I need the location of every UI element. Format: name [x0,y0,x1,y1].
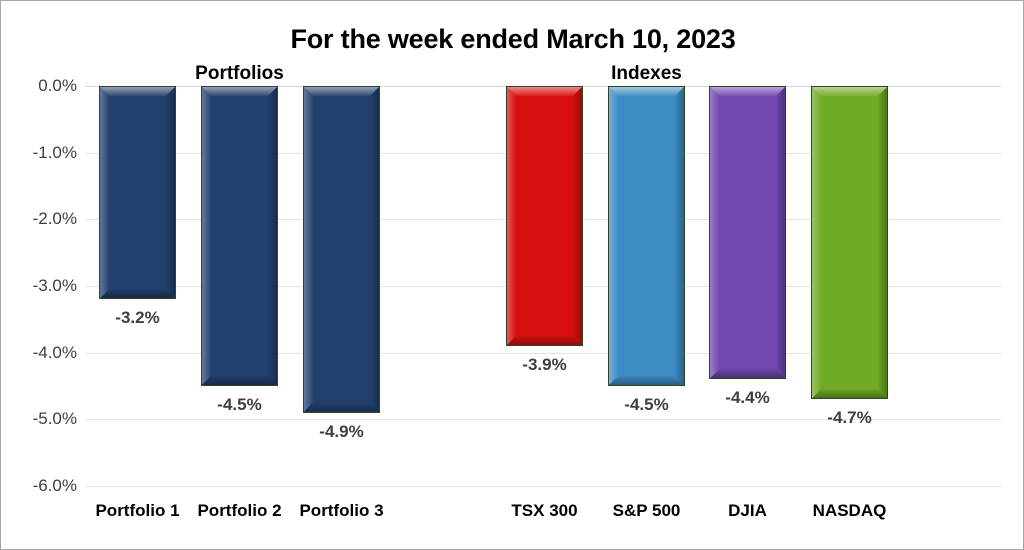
bar-face [304,87,379,412]
bar-bevel [370,87,379,412]
data-label: -3.9% [522,355,567,374]
bar-bevel [609,87,618,385]
data-label: -3.2% [115,308,160,328]
gridline [85,419,1001,421]
category-label-portfolio-3: Portfolio 3 [299,501,384,520]
bar-face [507,87,582,345]
bar-face [609,87,684,385]
y-axis-tick-label: -5.0% [32,409,77,429]
bar-bevel [166,87,175,298]
data-label: -4.5% [624,395,669,414]
bar-tsx-300[interactable] [506,86,583,346]
bar-bevel [202,87,211,385]
bar-djia[interactable] [709,86,786,380]
chart-title: For the week ended March 10, 2023 [290,24,736,54]
bar-bevel [304,87,313,412]
bar-bevel [609,376,684,385]
bar-bevel [776,87,785,378]
bar-bevel [100,289,175,298]
y-axis-tick-label: -3.0% [32,276,77,295]
bar-bevel [812,87,821,398]
category-label-nasdaq: NASDAQ [812,501,887,520]
bar-bevel [812,87,887,96]
bar-bevel [202,87,277,96]
bar-bevel [710,87,785,96]
gridline [85,352,1001,354]
bar-bevel [609,87,684,96]
category-label-portfolio-2: Portfolio 2 [197,501,282,520]
category-label-tsx-300: TSX 300 [511,501,578,520]
bar-bevel [878,87,887,398]
y-axis: 0.0% -1.0% -2.0% -3.0% -4.0% -5.0% -6.0% [1,76,77,495]
bar-bevel [100,87,109,298]
plot-area [85,86,1001,487]
bar-bevel [202,376,277,385]
bar-bevel [507,336,582,345]
gridline [85,486,1001,487]
bar-face [202,87,277,385]
bar-face [812,87,887,399]
bar-bevel [812,389,887,398]
data-label: -4.4% [725,388,770,408]
data-label: -4.9% [319,421,364,441]
category-label-portfolio-1: Portfolio 1 [95,501,180,520]
group-caption-indexes: Indexes [611,63,682,84]
bar-bevel [507,87,516,345]
y-axis-tick-label: -6.0% [32,476,77,495]
bar-bevel [710,87,719,378]
y-axis-tick-label: 0.0% [38,76,77,95]
bar-nasdaq[interactable] [811,86,888,400]
bar-portfolio-2[interactable] [201,86,278,386]
bar-bevel [268,87,277,385]
category-label-s-p-500: S&P 500 [612,501,681,520]
bar-bevel [304,403,379,412]
y-axis-tick-label: -2.0% [32,209,77,229]
bar-portfolio-3[interactable] [303,86,380,413]
category-label-djia: DJIA [728,501,767,520]
bar-bevel [507,87,582,96]
bar-bevel [710,369,785,378]
bar-face [100,87,175,299]
data-label: -4.5% [217,395,262,414]
bar-s-p-500[interactable] [608,86,685,386]
bar-bevel [304,87,379,96]
group-caption-portfolios: Portfolios [195,63,284,84]
data-label: -4.7% [827,408,872,428]
y-axis-tick-label: -4.0% [32,342,77,362]
bar-bevel [573,87,582,345]
y-axis-tick-label: -1.0% [32,142,77,162]
bar-bevel [675,87,684,385]
bar-face [710,87,785,379]
bar-portfolio-1[interactable] [99,86,176,300]
bar-bevel [100,87,175,96]
